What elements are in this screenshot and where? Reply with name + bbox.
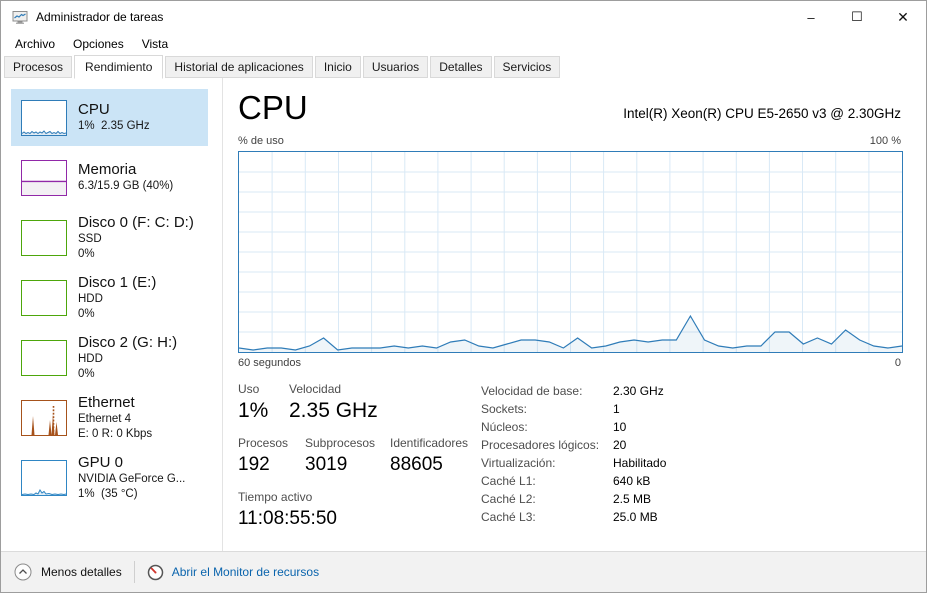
procesos-value: 192: [238, 454, 270, 475]
sidebar-ethernet-adapter: Ethernet 4: [78, 412, 132, 425]
maximize-button[interactable]: ☐: [851, 9, 863, 24]
titlebar: Administrador de tareas – ☐ ✕: [1, 1, 926, 33]
detail-row: Núcleos: 10: [481, 420, 627, 434]
sidebar-ethernet-title: Ethernet: [78, 393, 135, 411]
sidebar-disco0-title: Disco 0 (F: C: D:): [78, 213, 194, 231]
sidebar-disco1-title: Disco 1 (E:): [78, 273, 157, 291]
sidebar-gpu-stats: 1% (35 °C): [78, 487, 138, 500]
disk0-sparkline-icon: [21, 219, 67, 256]
usage-max-label: 100 %: [869, 135, 901, 147]
cpu-usage-graph[interactable]: [238, 151, 903, 353]
sidebar-disco2-type: HDD: [78, 352, 103, 365]
ethernet-sparkline-icon: [21, 399, 67, 436]
minimize-button[interactable]: –: [807, 9, 815, 25]
sidebar-cpu-stats: 1% 2.35 GHz: [78, 120, 150, 132]
tabbar: Procesos Rendimiento Historial de aplica…: [1, 55, 926, 79]
window-controls: – ☐ ✕: [788, 1, 926, 33]
task-manager-app-icon: [12, 11, 28, 24]
disk2-sparkline-icon: [21, 339, 67, 376]
sidebar-item-disco-2[interactable]: Disco 2 (G: H:) HDD 0%: [11, 329, 208, 386]
detail-row: Velocidad de base: 2.30 GHz: [481, 384, 664, 398]
sidebar-memoria-title: Memoria: [78, 161, 137, 178]
tab-procesos[interactable]: Procesos: [4, 56, 73, 78]
menu-item-opciones[interactable]: Opciones: [73, 37, 124, 51]
uso-label: Uso: [238, 382, 260, 396]
identificadores-label: Identificadores: [390, 436, 469, 450]
cpu-sparkline-icon: [21, 99, 67, 136]
time-span-label: 60 segundos: [238, 357, 301, 369]
resource-monitor-gauge-icon: [147, 564, 163, 580]
less-details-label: Menos detalles: [41, 565, 122, 579]
tiempo-activo-value: 11:08:55:50: [238, 508, 337, 529]
gpu-sparkline-icon: [21, 459, 67, 496]
sidebar-disco0-usage: 0%: [78, 247, 95, 260]
detail-row: Virtualización: Habilitado: [481, 456, 667, 470]
subprocesos-label: Subprocesos: [305, 436, 376, 450]
tab-detalles[interactable]: Detalles: [430, 56, 492, 78]
tab-rendimiento[interactable]: Rendimiento: [74, 55, 164, 79]
velocidad-value: 2.35 GHz: [289, 399, 378, 422]
sidebar-memoria-stats: 6.3/15.9 GB (40%): [78, 180, 174, 192]
cpu-static-details: Velocidad de base: 2.30 GHz Sockets: 1 N…: [481, 382, 666, 530]
page-title: CPU: [238, 89, 308, 126]
sidebar-item-disco-1[interactable]: Disco 1 (E:) HDD 0%: [11, 269, 208, 326]
velocidad-label: Velocidad: [289, 382, 342, 396]
identificadores-value: 88605: [390, 454, 443, 475]
less-details-button[interactable]: Menos detalles: [14, 563, 122, 581]
footer-bar: Menos detalles Abrir el Monitor de recur…: [1, 551, 926, 592]
sidebar-item-memoria[interactable]: Memoria 6.3/15.9 GB (40%): [11, 149, 208, 206]
detail-row: Procesadores lógicos: 20: [481, 438, 627, 452]
sidebar-disco2-title: Disco 2 (G: H:): [78, 333, 178, 351]
uso-value: 1%: [238, 399, 269, 422]
detail-row: Caché L1: 640 kB: [481, 474, 651, 488]
performance-content: CPU 1% 2.35 GHz Memoria 6.3/15.9 GB (40%…: [1, 78, 926, 551]
chevron-up-circle-icon: [14, 563, 32, 581]
window-title: Administrador de tareas: [36, 10, 164, 24]
resource-monitor-link[interactable]: Abrir el Monitor de recursos: [147, 564, 319, 581]
detail-row: Caché L2: 2.5 MB: [481, 492, 652, 506]
subprocesos-value: 3019: [305, 454, 348, 475]
sidebar-gpu-name: NVIDIA GeForce G...: [78, 472, 186, 485]
sidebar-item-disco-0[interactable]: Disco 0 (F: C: D:) SSD 0%: [11, 209, 208, 266]
procesos-label: Procesos: [238, 436, 289, 450]
sidebar-item-cpu[interactable]: CPU 1% 2.35 GHz: [11, 89, 208, 146]
sidebar-ethernet-rates: E: 0 R: 0 Kbps: [78, 427, 153, 440]
time-zero-label: 0: [894, 357, 901, 369]
sidebar-item-gpu-0[interactable]: GPU 0 NVIDIA GeForce G... 1% (35 °C): [11, 449, 208, 506]
tab-usuarios[interactable]: Usuarios: [362, 56, 429, 78]
sidebar-cpu-title: CPU: [78, 101, 110, 118]
menu-item-vista[interactable]: Vista: [141, 37, 169, 51]
footer-divider: [133, 561, 135, 583]
detail-row: Sockets: 1: [481, 402, 620, 416]
menu-item-archivo[interactable]: Archivo: [15, 37, 56, 51]
tab-historial-de-aplicaciones[interactable]: Historial de aplicaciones: [165, 56, 313, 78]
cpu-model-name: Intel(R) Xeon(R) CPU E5-2650 v3 @ 2.30GH…: [623, 106, 901, 121]
memory-sparkline-icon: [21, 159, 67, 196]
sidebar-item-ethernet[interactable]: Ethernet Ethernet 4 E: 0 R: 0 Kbps: [11, 389, 208, 446]
tab-inicio[interactable]: Inicio: [314, 56, 361, 78]
disk1-sparkline-icon: [21, 279, 67, 316]
sidebar-disco0-type: SSD: [78, 232, 102, 245]
menubar: Archivo Opciones Vista: [1, 33, 926, 55]
usage-axis-label: % de uso: [238, 135, 284, 147]
cpu-panel: CPU Intel(R) Xeon(R) CPU E5-2650 v3 @ 2.…: [223, 78, 926, 551]
sidebar-gpu-title: GPU 0: [78, 453, 124, 471]
sidebar-disco2-usage: 0%: [78, 367, 95, 380]
tiempo-activo-label: Tiempo activo: [238, 490, 313, 504]
resource-monitor-label: Abrir el Monitor de recursos: [171, 565, 320, 579]
tab-servicios[interactable]: Servicios: [493, 56, 561, 78]
detail-row: Caché L3: 25.0 MB: [481, 510, 658, 524]
cpu-dynamic-stats: Uso 1% Velocidad 2.35 GHz Procesos 192: [238, 382, 481, 530]
sidebar-disco1-type: HDD: [78, 292, 103, 305]
close-button[interactable]: ✕: [897, 8, 909, 25]
sidebar-disco1-usage: 0%: [78, 307, 95, 320]
performance-sidebar: CPU 1% 2.35 GHz Memoria 6.3/15.9 GB (40%…: [1, 78, 223, 551]
